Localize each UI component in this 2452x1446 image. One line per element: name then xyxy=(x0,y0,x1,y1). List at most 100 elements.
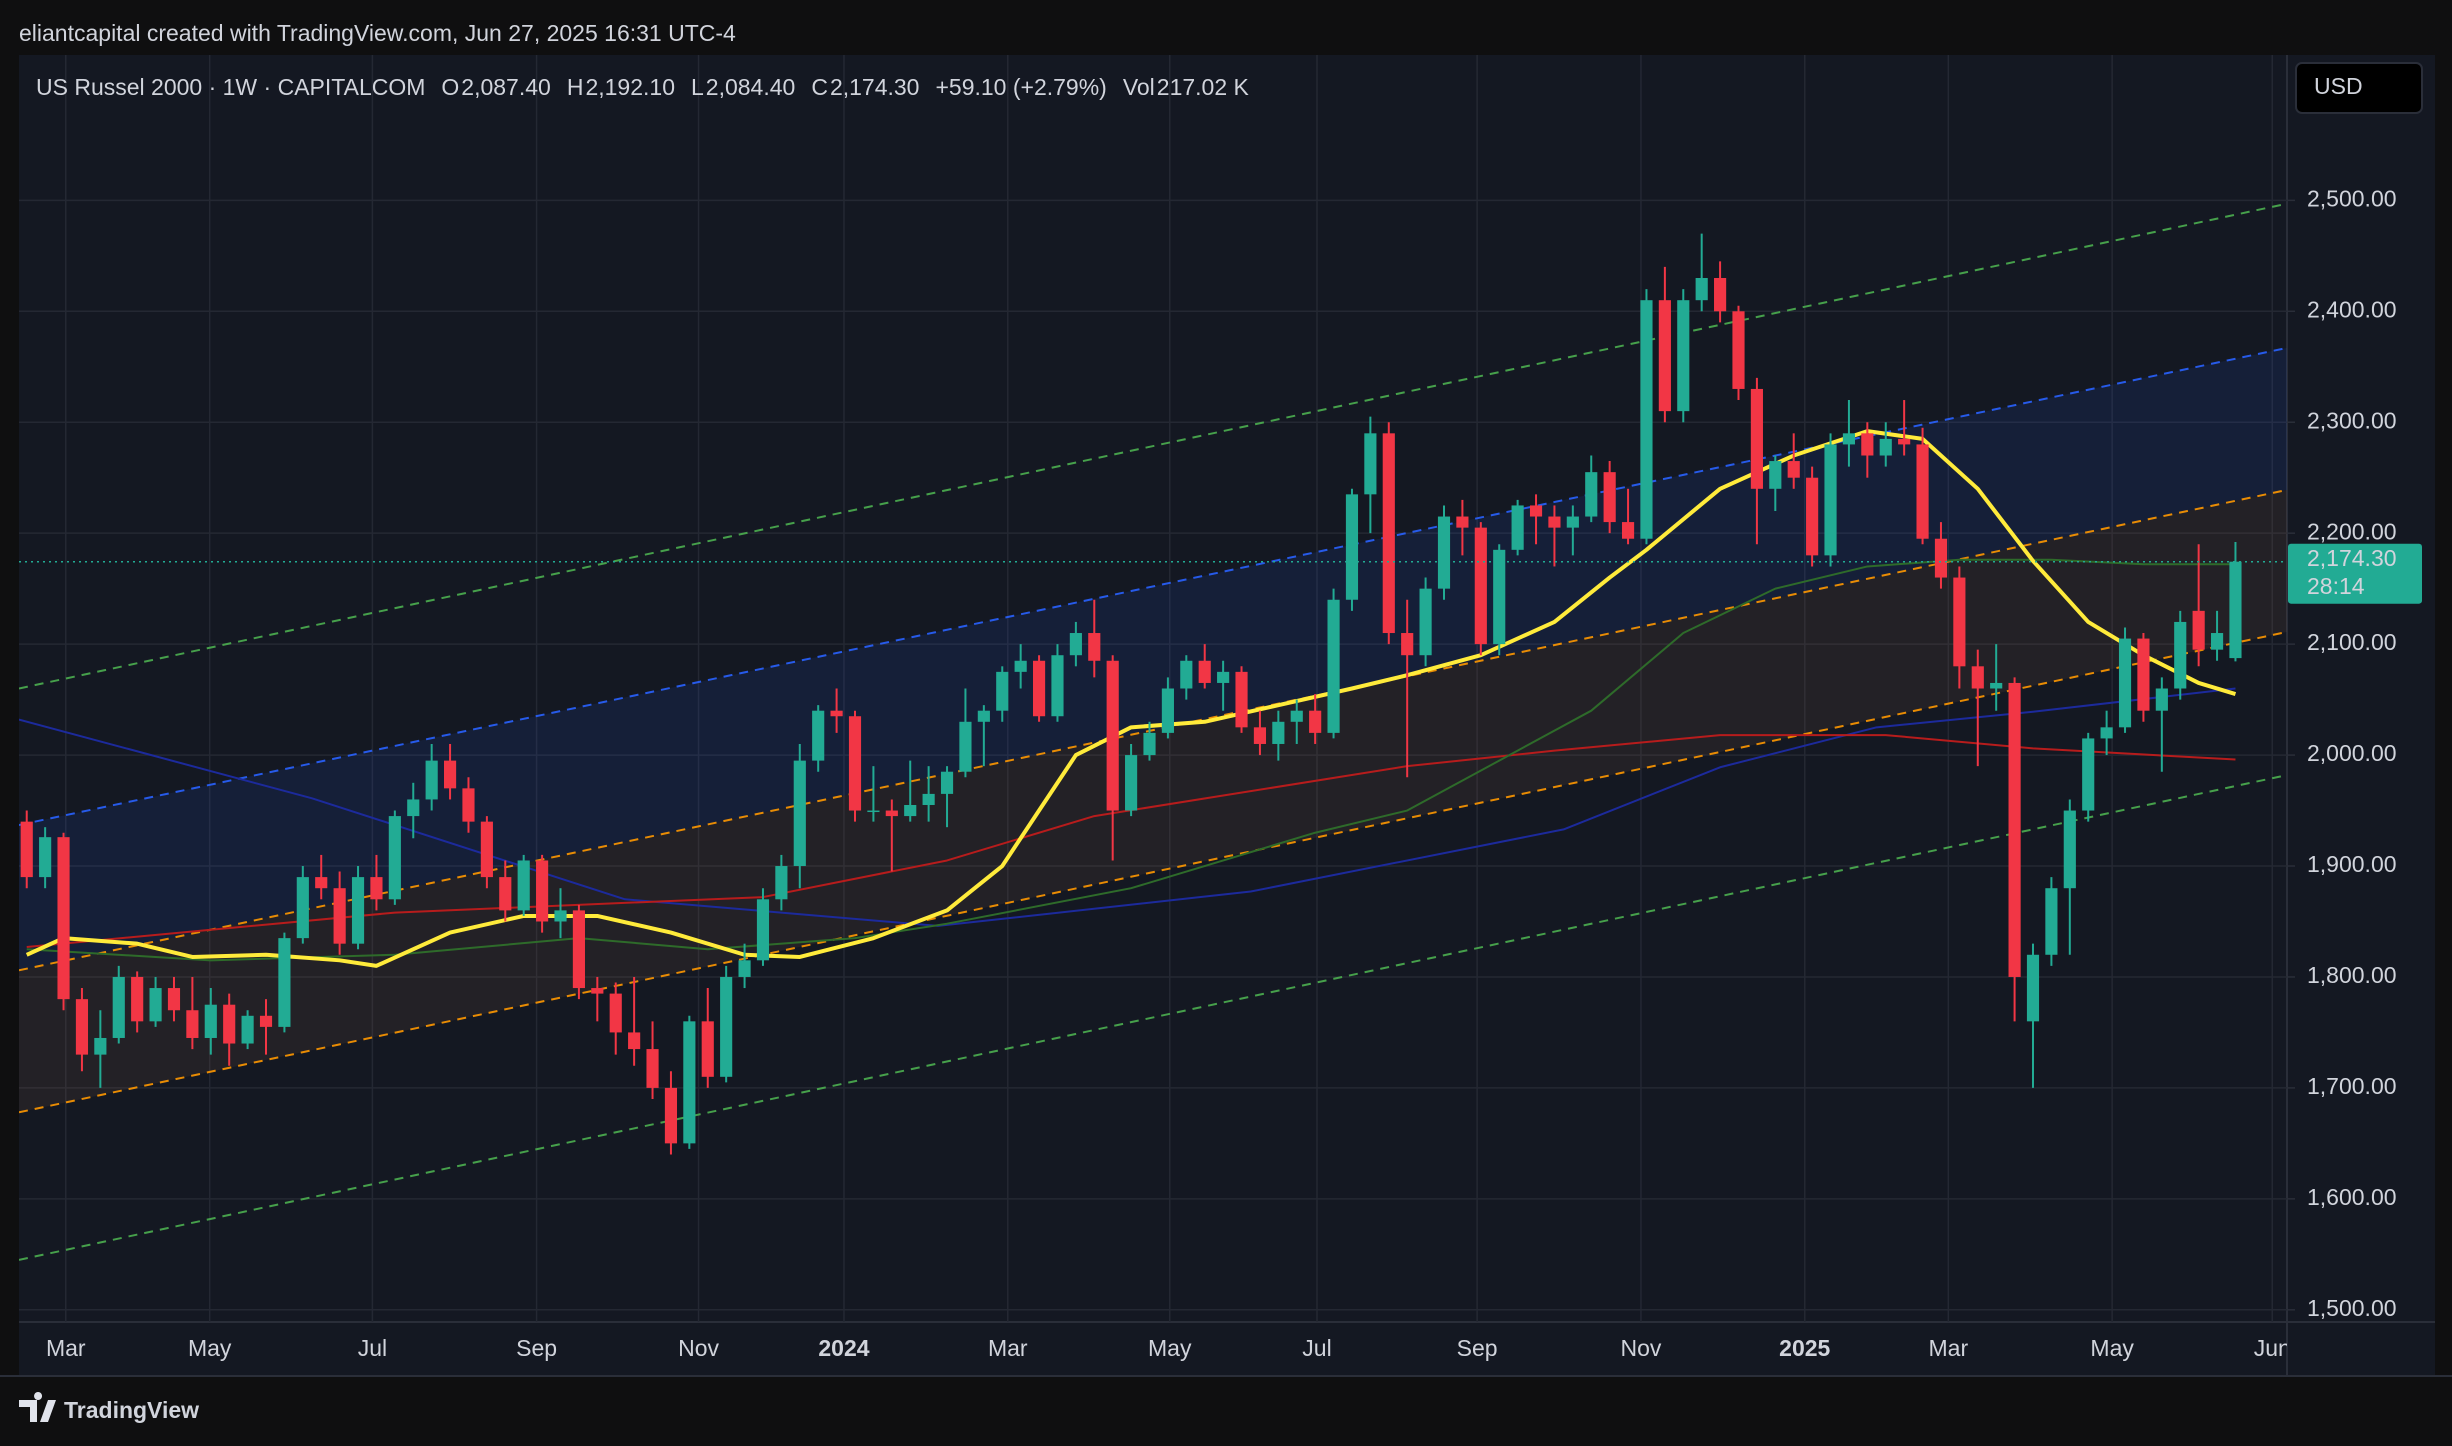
x-tick-label: 2025 xyxy=(1779,1335,1830,1361)
candle-body xyxy=(1272,721,1285,744)
legend-text: H xyxy=(567,74,584,100)
candle-body xyxy=(959,721,972,772)
candle-body xyxy=(1511,505,1524,550)
candle-body xyxy=(1143,732,1156,756)
last-price-box xyxy=(2288,543,2422,604)
candle-body xyxy=(1934,538,1948,578)
candle-body xyxy=(867,810,880,813)
candle-body xyxy=(1069,633,1082,656)
y-tick-label: 1,600.00 xyxy=(2307,1184,2397,1210)
candle-body xyxy=(922,793,935,805)
candle-body xyxy=(572,910,585,989)
legend-text: 2,192.10 xyxy=(585,74,675,100)
candle-body xyxy=(1493,549,1506,645)
candle-body xyxy=(1695,278,1708,301)
candle-body xyxy=(1401,633,1414,656)
x-tick-label: Jul xyxy=(358,1335,387,1361)
legend-text: Vol xyxy=(1123,74,1155,100)
candle-body xyxy=(315,877,328,889)
candle-body xyxy=(1566,516,1579,528)
channel-line xyxy=(19,774,2287,1261)
candle-body xyxy=(2045,888,2058,955)
candle-body xyxy=(996,671,1009,711)
candle-body xyxy=(1051,655,1064,717)
candle-body xyxy=(112,976,125,1038)
candle-body xyxy=(830,710,843,717)
candle-body xyxy=(1842,433,1856,445)
candle-body xyxy=(1879,438,1892,456)
x-tick-label: Mar xyxy=(46,1335,86,1361)
candle-body xyxy=(1529,505,1543,517)
legend-text: O xyxy=(441,74,459,100)
candle-body xyxy=(1621,522,1635,539)
legend: US Russel 2000 · 1W · CAPITALCOM O 2,087.4… xyxy=(36,74,1250,100)
legend-text: 2,084.40 xyxy=(706,74,796,100)
moving-average xyxy=(19,687,2236,927)
candle-body xyxy=(848,716,862,811)
candle-body xyxy=(1714,278,1727,312)
candle-body xyxy=(75,999,89,1055)
candle-body xyxy=(2118,638,2132,728)
candle-body xyxy=(204,1004,217,1038)
candle-body xyxy=(1677,300,1690,412)
candle-body xyxy=(1658,300,1671,412)
candle-body xyxy=(296,877,309,939)
candle-body xyxy=(1437,516,1451,589)
legend-text: +59.10 (+2.79%) xyxy=(935,74,1106,100)
candle-body xyxy=(2137,638,2150,711)
candle-body xyxy=(1861,433,1874,456)
candle-body xyxy=(1916,444,1929,539)
countdown: 28:14 xyxy=(2307,573,2365,599)
y-tick-label: 2,200.00 xyxy=(2307,518,2397,544)
candle-body xyxy=(1217,671,1230,683)
candle-body xyxy=(1290,710,1303,722)
candle-body xyxy=(940,771,954,794)
candle-body xyxy=(738,960,751,977)
currency-button[interactable] xyxy=(2295,62,2423,114)
candle-body xyxy=(812,710,825,761)
candle-body xyxy=(1125,755,1138,811)
brand-logo xyxy=(19,1392,56,1422)
candle-body xyxy=(1345,494,1359,600)
candle-body xyxy=(2082,738,2095,811)
candle-body xyxy=(1309,710,1322,733)
y-tick-label: 1,700.00 xyxy=(2307,1073,2397,1099)
y-tick-label: 2,400.00 xyxy=(2307,296,2397,322)
candle-body xyxy=(646,1049,659,1088)
candle-body xyxy=(1198,660,1211,683)
candle-body xyxy=(1382,433,1395,634)
candle-body xyxy=(1806,477,1819,556)
candle-body xyxy=(536,860,549,922)
currency-label[interactable]: USD xyxy=(2314,73,2363,99)
y-tick-label: 2,000.00 xyxy=(2307,740,2397,766)
candle-body xyxy=(1971,666,1984,689)
candle-body xyxy=(1769,461,1782,489)
candle-body xyxy=(1161,688,1174,733)
legend-text: US Russel 2000 · 1W · CAPITALCOM xyxy=(36,74,425,100)
candle-body xyxy=(241,1015,254,1044)
candle-body xyxy=(517,860,530,911)
channel-line xyxy=(19,202,2287,690)
candle-body xyxy=(885,810,898,817)
candle-body xyxy=(664,1087,678,1144)
candle-body xyxy=(701,1021,714,1077)
candle-body xyxy=(1327,599,1340,733)
candle-body xyxy=(977,710,990,722)
candle-body xyxy=(628,1032,641,1050)
candle-body xyxy=(2026,954,2040,1022)
x-tick-label: May xyxy=(188,1335,232,1361)
candle-body xyxy=(1419,588,1432,656)
y-tick-label: 2,100.00 xyxy=(2307,629,2397,655)
candle-body xyxy=(2063,810,2076,889)
candle-body xyxy=(1106,660,1119,811)
candle-body xyxy=(591,988,604,994)
candle-body xyxy=(1750,388,1763,489)
candle-body xyxy=(1732,311,1745,389)
candle-body xyxy=(278,938,291,1027)
candle-body xyxy=(499,877,512,911)
candle-body xyxy=(20,821,33,878)
legend-text: 2,174.30 xyxy=(830,74,920,100)
x-tick-label: Mar xyxy=(1929,1335,1969,1361)
x-tick-label: Sep xyxy=(1457,1335,1498,1361)
candle-body xyxy=(904,804,917,817)
